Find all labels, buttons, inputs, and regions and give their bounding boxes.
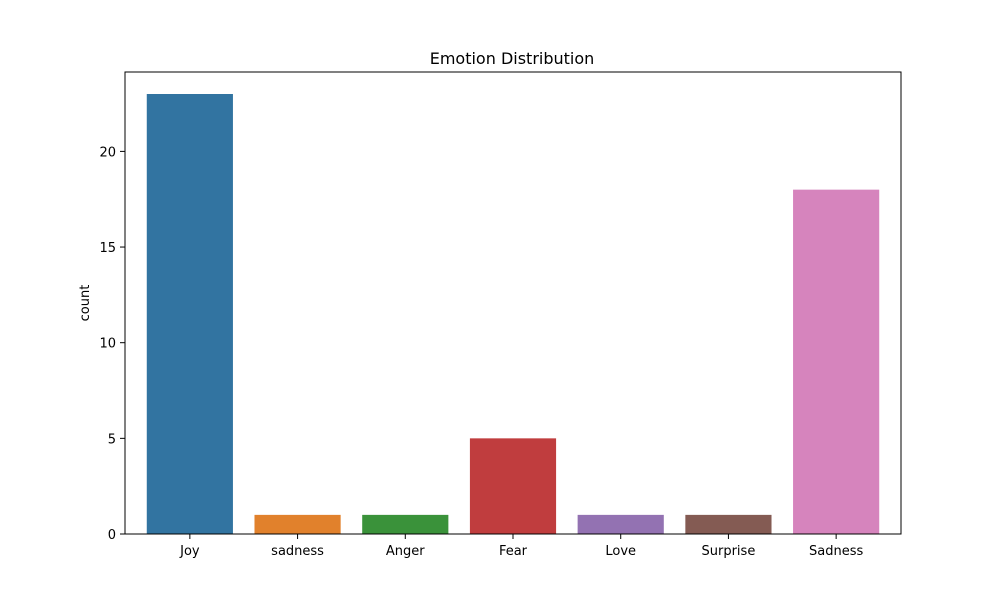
y-tick-label: 5 [108,432,116,447]
x-tick-label: Fear [499,544,528,559]
bar-surprise-5 [685,514,772,534]
bar-love-4 [577,514,664,534]
x-axis-ticks: Joy sadness Anger Fear Love Surprise Sadness [179,534,863,559]
y-axis-label: count [78,285,93,322]
bar-sadness-6 [793,189,880,535]
x-tick-label: Joy [179,544,200,559]
x-tick-label: Love [605,544,636,559]
y-tick-label: 10 [99,337,116,352]
bar-fear-3 [469,438,557,534]
y-tick-label: 0 [108,528,116,543]
x-tick-label: Anger [386,544,425,559]
y-tick-label: 15 [99,241,116,256]
y-tick-label: 20 [99,145,116,160]
y-axis-ticks: 0 5 10 15 20 [99,145,125,543]
x-tick-label: Sadness [809,544,863,559]
bars-group [146,94,880,535]
bar-joy-0 [146,94,233,534]
x-tick-label: sadness [271,544,324,559]
chart-title: Emotion Distribution [430,49,595,68]
plot-frame [124,71,902,535]
bar-sadness-1 [254,514,341,534]
bar-anger-2 [362,514,449,534]
x-tick-label: Surprise [702,544,756,559]
